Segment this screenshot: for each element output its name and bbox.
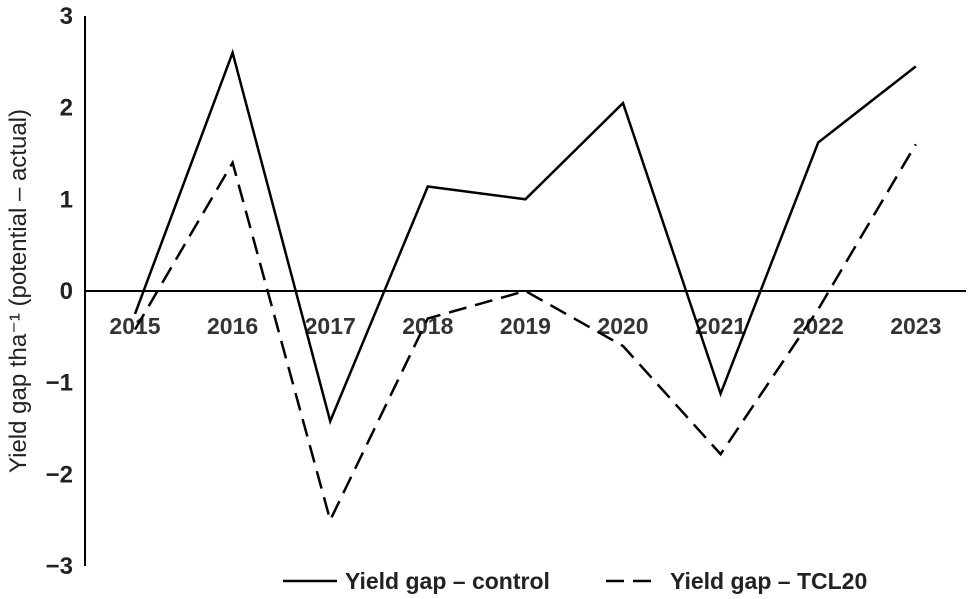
x-tick-label: 2022	[793, 313, 844, 339]
y-tick-label: −2	[46, 461, 73, 488]
x-tick-label: 2020	[597, 313, 648, 339]
x-tick-label: 2016	[207, 313, 258, 339]
x-tick-labels: 2015 2016 2017 2018 2019 2020 2021 2022 2023	[109, 313, 941, 339]
y-tick-label: −3	[46, 553, 73, 580]
y-tick-label: 0	[60, 278, 73, 305]
series-line-control	[133, 48, 917, 426]
axes	[84, 16, 966, 566]
y-tick-label: 3	[60, 3, 73, 30]
x-tick-label: 2015	[109, 313, 160, 339]
legend-label-control: Yield gap – control	[345, 568, 550, 594]
y-tick-label: −1	[46, 370, 73, 397]
x-tick-label: 2023	[890, 313, 941, 339]
y-tick-label: 1	[60, 186, 73, 213]
x-tick-label: 2017	[305, 313, 356, 339]
x-tick-label: 2021	[695, 313, 746, 339]
x-tick-label: 2018	[402, 313, 453, 339]
legend: Yield gap – control Yield gap – TCL20	[283, 568, 867, 594]
series-lines	[133, 48, 917, 524]
x-tick-label: 2019	[500, 313, 551, 339]
y-tick-label: 2	[60, 95, 73, 122]
y-axis-label: Yield gap tha⁻¹ (potential – actual)	[5, 109, 32, 473]
y-tick-labels: 3 2 1 0 −1 −2 −3	[46, 3, 73, 580]
legend-label-tcl20: Yield gap – TCL20	[670, 568, 867, 594]
